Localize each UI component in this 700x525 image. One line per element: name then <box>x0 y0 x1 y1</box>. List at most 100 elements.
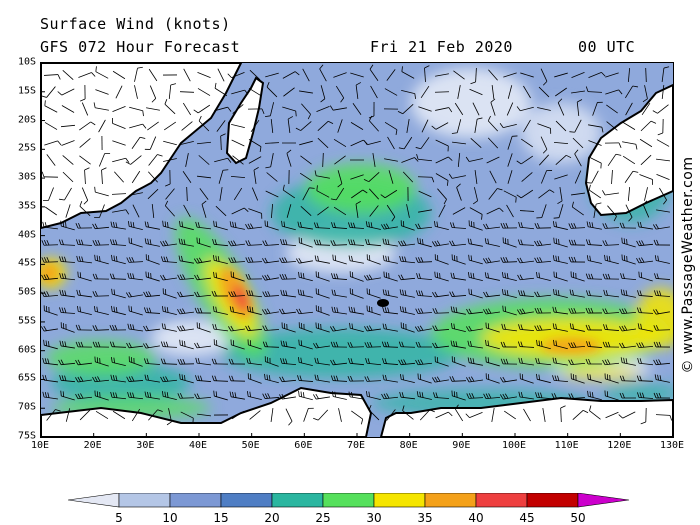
wind-barb <box>79 201 91 217</box>
wind-barb <box>465 412 483 418</box>
wind-barb <box>372 153 376 167</box>
wind-barb <box>228 291 246 297</box>
longitude-label: 70E <box>346 440 366 451</box>
wind-barb <box>282 106 297 117</box>
wind-barb <box>319 64 327 82</box>
wind-barb <box>180 140 194 146</box>
wind-barb <box>502 305 517 316</box>
wind-barb <box>518 221 535 230</box>
wind-barb <box>131 170 141 184</box>
wind-barb <box>264 102 275 117</box>
wind-barb <box>406 204 410 218</box>
map-title: Surface Wind (knots) <box>40 15 231 33</box>
wind-barb <box>271 203 273 219</box>
wind-barb <box>639 138 653 148</box>
wind-barb <box>168 83 177 100</box>
wind-barb <box>348 255 364 264</box>
wind-barb <box>640 154 652 166</box>
wind-barb <box>366 288 381 299</box>
wind-barb <box>602 273 620 280</box>
wind-barb <box>229 306 245 315</box>
wind-barb <box>233 187 243 201</box>
wind-barb <box>605 89 623 95</box>
wind-barb <box>92 239 110 246</box>
colorbar-segment <box>577 493 630 508</box>
wind-barb <box>557 187 563 205</box>
wind-barb <box>129 192 143 196</box>
wind-barb <box>315 322 330 333</box>
wind-barb <box>127 323 143 332</box>
wind-barb <box>402 405 414 420</box>
wind-barb <box>127 391 144 400</box>
wind-barb <box>415 137 430 150</box>
wind-barb <box>79 138 91 148</box>
wind-barb <box>516 189 534 199</box>
wind-barb <box>287 116 294 133</box>
wind-barb <box>452 141 466 145</box>
wind-barb <box>194 274 211 281</box>
wind-barb <box>44 140 62 146</box>
wind-barb <box>126 376 144 382</box>
wind-barb <box>348 306 364 315</box>
wind-barb <box>542 408 546 422</box>
wind-barb <box>313 222 331 229</box>
wind-barb <box>262 240 280 246</box>
wind-barb <box>177 325 194 332</box>
wind-barb <box>79 121 96 131</box>
wind-barb <box>262 393 280 399</box>
wind-barb <box>160 274 177 281</box>
wind-barb <box>179 220 194 231</box>
longitude-label: 80E <box>399 440 418 451</box>
wind-barb <box>230 271 245 282</box>
wind-barb <box>214 82 228 97</box>
latitude-label: 20S <box>17 114 36 126</box>
wind-barb <box>605 411 619 419</box>
wind-barb <box>177 274 195 281</box>
wind-barb <box>506 204 514 218</box>
wind-barb <box>265 153 274 169</box>
wind-barb <box>247 373 262 384</box>
wind-barb <box>281 322 296 333</box>
wind-barb <box>520 138 534 148</box>
wind-barb <box>619 392 637 399</box>
wind-barb <box>229 391 245 400</box>
wind-barb <box>112 70 126 80</box>
wind-barb <box>451 254 466 265</box>
wind-barb <box>60 220 75 231</box>
wind-barb <box>431 240 449 247</box>
wind-barb <box>144 374 160 383</box>
longitude-label: 110E <box>554 440 579 451</box>
wind-barb <box>619 308 637 315</box>
wind-barb <box>363 172 380 183</box>
wind-barb <box>228 358 246 365</box>
colorbar-label: 35 <box>417 511 432 525</box>
wind-barb <box>129 123 147 129</box>
wind-barb <box>399 255 416 264</box>
wind-barb <box>501 289 517 298</box>
wind-barb <box>216 120 226 132</box>
wind-barb <box>465 156 483 162</box>
wind-barb <box>298 339 313 350</box>
wind-barb <box>534 223 552 229</box>
wind-barb <box>518 324 535 331</box>
wind-barb <box>592 101 603 116</box>
wind-barb <box>382 306 398 315</box>
wind-barb <box>264 220 279 231</box>
wind-barb <box>314 255 330 264</box>
wind-barb <box>163 121 177 131</box>
wind-barb <box>230 175 246 179</box>
wind-barb <box>657 118 664 136</box>
wind-barb <box>568 223 586 229</box>
wind-barb <box>418 209 432 213</box>
wind-barb <box>212 323 228 332</box>
wind-barb <box>364 341 382 348</box>
wind-barb <box>214 106 232 112</box>
wind-barb <box>602 341 620 348</box>
wind-barb <box>540 68 548 86</box>
wind-barb <box>298 322 313 333</box>
wind-barb <box>485 356 500 367</box>
wind-barb <box>79 84 86 102</box>
wind-barb <box>314 170 330 179</box>
wind-barb <box>279 376 297 383</box>
wind-barb <box>283 87 295 97</box>
